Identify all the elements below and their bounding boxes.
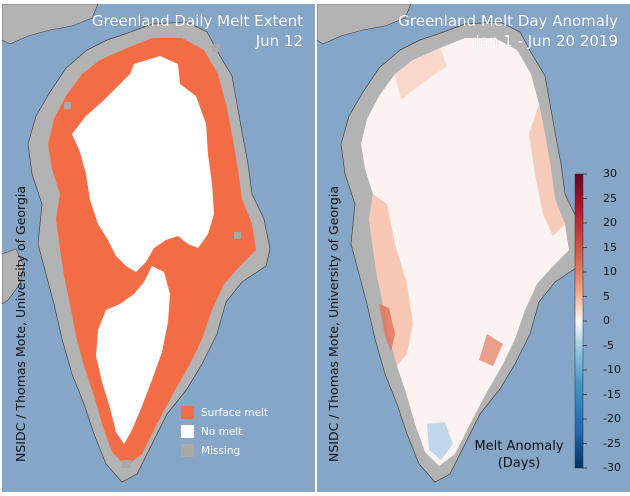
- legend-label: Surface melt: [201, 406, 269, 419]
- legend-item-missing: Missing: [181, 443, 240, 458]
- no-melt-south: [96, 266, 170, 444]
- arctic-island-land: [2, 4, 99, 45]
- colorbar-tick-label: -25: [603, 436, 621, 450]
- negative-anomaly-south: [427, 422, 453, 460]
- positive-anomaly-north: [395, 48, 447, 100]
- melt-extent-map: [2, 4, 271, 483]
- legend-swatch-surface-melt: [181, 406, 194, 419]
- colorbar-tick-label: -30: [603, 461, 621, 474]
- baffin-coast-land: [2, 248, 25, 305]
- positive-anomaly-east: [529, 104, 565, 236]
- colorbar: [574, 173, 584, 469]
- positive-anomaly-west-strong: [379, 304, 395, 352]
- colorbar-tick-label: 5: [603, 289, 610, 303]
- legend-swatch-no-melt: [181, 425, 194, 438]
- colorbar-tick-label: 25: [603, 191, 617, 205]
- colorbar-tick-label: 15: [603, 240, 617, 254]
- melt-anomaly-map: [317, 4, 587, 483]
- colorbar-ticks: [583, 173, 587, 469]
- melt-extent-map-panel: Greenland Daily Melt Extent Jun 12 NSIDC…: [2, 4, 315, 492]
- positive-anomaly-west: [369, 194, 413, 366]
- colorbar-tick-label: -20: [603, 412, 621, 425]
- colorbar-tick-label: 30: [603, 167, 617, 180]
- positive-anomaly-southeast: [479, 334, 503, 366]
- missing-patch: [64, 102, 71, 109]
- no-melt-interior: [72, 56, 214, 272]
- map-date-range: Jan 1 - Jun 20 2019: [475, 32, 618, 50]
- colorbar-title: Melt Anomaly: [474, 439, 564, 454]
- legend-label: Missing: [201, 444, 241, 457]
- colorbar-tick-label: 20: [603, 216, 617, 229]
- credit-text: NSIDC / Thomas Mote, University of Georg…: [326, 185, 341, 462]
- map-title: Greenland Melt Day Anomaly: [398, 12, 618, 30]
- legend-label: No melt: [201, 425, 243, 438]
- legend-item-surface-melt: Surface melt: [181, 405, 268, 420]
- colorbar-tick-label: -15: [603, 387, 621, 401]
- map-title: Greenland Daily Melt Extent: [91, 12, 303, 30]
- colorbar-tick-label: -10: [603, 363, 621, 376]
- colorbar-tick-label: -5: [603, 338, 614, 352]
- ice-sheet-anomaly-field: [361, 38, 569, 466]
- colorbar-tick-label: 10: [603, 265, 617, 278]
- colorbar-units: (Days): [497, 456, 541, 471]
- missing-patch: [234, 232, 241, 239]
- legend-swatch-missing: [181, 444, 194, 457]
- missing-patch: [122, 460, 131, 468]
- map-date: Jun 12: [255, 32, 303, 50]
- arctic-island-land: [317, 4, 412, 45]
- credit-text: NSIDC / Thomas Mote, University of Georg…: [13, 185, 28, 462]
- melt-anomaly-map-panel: Greenland Melt Day Anomaly Jan 1 - Jun 2…: [317, 4, 630, 492]
- legend-item-no-melt: No melt: [181, 424, 242, 439]
- missing-patch: [212, 44, 220, 52]
- colorbar-tick-label: 0: [603, 314, 610, 327]
